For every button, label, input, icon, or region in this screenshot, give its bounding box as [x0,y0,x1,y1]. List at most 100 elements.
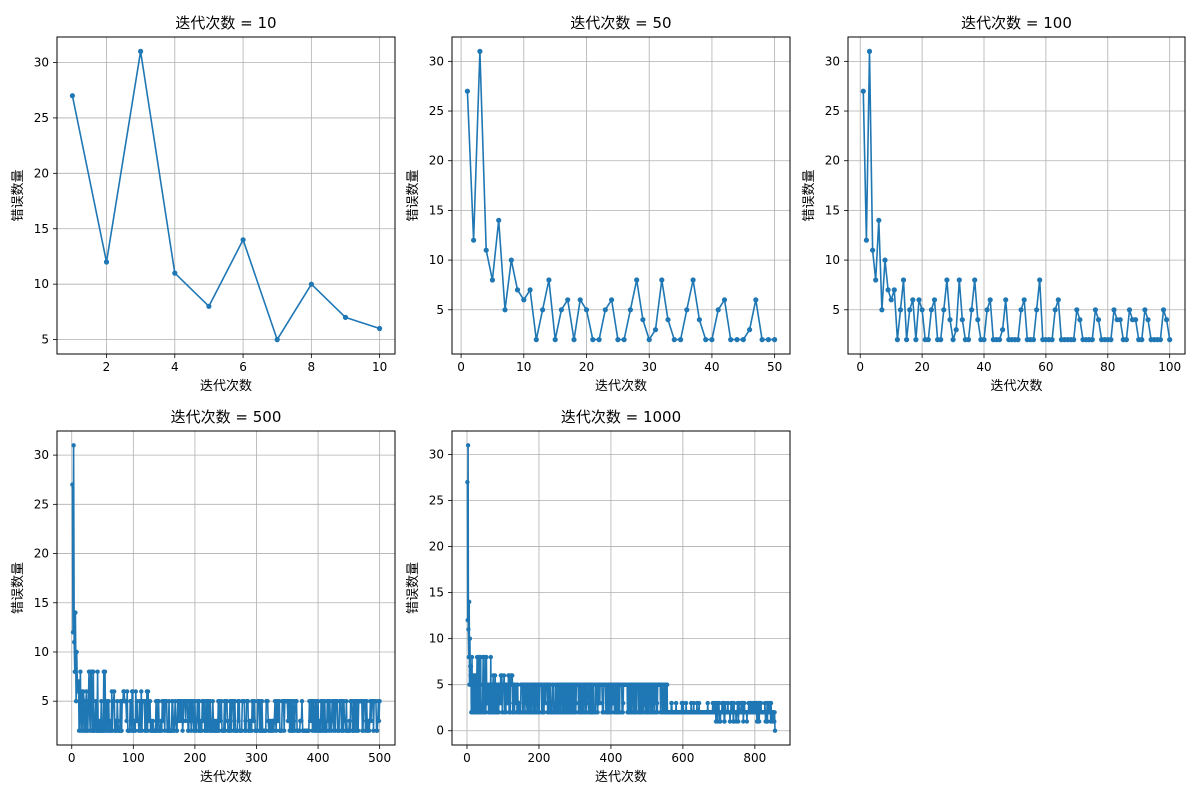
data-point [97,718,102,724]
data-point [475,691,480,697]
data-point [772,728,778,733]
data-point [73,699,79,704]
data-point [941,307,947,313]
y-axis-label: 错误数量 [406,562,421,614]
data-point [76,679,81,684]
data-point [521,297,527,303]
data-point [1157,337,1163,343]
plot-area-frame [56,36,396,355]
data-point [206,303,212,309]
data-point [576,700,582,706]
data-point [128,699,134,704]
data-point [747,327,753,333]
data-point [678,337,684,343]
data-point [663,700,668,706]
data-point [121,689,127,694]
y-tick-label: 10 [429,253,444,267]
x-tick-label: 400 [307,751,330,765]
data-point [916,297,922,303]
data-point [206,718,212,724]
x-tick-label: 600 [671,751,694,765]
data-point [1018,307,1024,313]
data-point [274,728,279,733]
data-point [364,699,369,704]
plot-area-frame [451,430,791,746]
data-point [621,700,626,706]
chart-panel-2: 0 10 20 30 40 50 5 10 15 20 25 30 迭代次数 = 50 迭代次数 错误数量 [406,14,791,394]
data-point [540,307,546,313]
plot-area-frame [847,36,1186,355]
data-point [368,718,374,724]
data-point [734,337,740,343]
x-axis-label: 迭代次数 [200,378,252,394]
data-point [201,718,206,724]
y-tick-label: 15 [429,203,444,217]
data-point [124,718,129,724]
y-tick-label: 5 [436,678,444,692]
data-point [112,689,117,694]
data-point [510,673,515,678]
data-point [492,673,498,678]
y-tick-label: 25 [34,111,49,125]
chart-title: 迭代次数 = 500 [171,408,282,426]
data-point [1030,337,1037,343]
x-tick-label: 200 [528,751,551,765]
x-tick-label: 20 [579,360,594,374]
data-point [240,237,246,243]
data-point [1167,337,1173,343]
data-point [150,718,156,724]
data-point [870,247,876,253]
y-tick-label: 5 [832,303,840,317]
data-point [225,718,230,724]
data-point [190,718,196,724]
data-point [765,719,770,724]
x-tick-label: 40 [976,360,991,374]
data-point [558,307,565,313]
data-point [1111,307,1117,313]
data-point [727,719,733,724]
data-point [541,710,547,715]
x-axis-label: 迭代次数 [990,378,1042,394]
y-tick-label: 10 [825,253,840,267]
x-tick-label: 300 [245,751,268,765]
data-point [765,337,772,343]
chart-panel-4: 0 100 200 300 400 500 5 10 15 20 25 30 迭代次数 = 500 迭代次… [11,408,396,785]
data-point [465,618,470,623]
data-point [888,297,894,303]
data-point [1117,317,1123,323]
data-point [218,718,223,724]
data-point [210,699,215,704]
data-point [111,699,116,704]
data-point [282,728,287,733]
data-point [259,699,265,704]
data-point [981,337,987,343]
data-point [910,297,916,303]
data-point [596,337,602,343]
data-point [71,443,76,448]
data-point [987,297,993,303]
x-tick-label: 6 [239,360,247,374]
data-point [508,257,514,263]
y-tick-label: 30 [34,55,49,69]
data-point [965,337,972,343]
data-point [913,337,919,343]
data-point [715,307,721,313]
x-tick-label: 100 [122,751,145,765]
data-point [477,48,483,55]
data-point [311,718,316,724]
data-point [224,699,230,704]
data-point [199,728,204,733]
data-point [133,728,138,733]
data-point [145,689,151,694]
data-point [173,718,178,724]
data-point [703,337,709,343]
data-point [996,337,1003,343]
data-point [468,664,474,669]
data-point [1055,297,1061,303]
data-point [1089,337,1095,343]
y-tick-label: 25 [825,104,840,118]
data-point [969,307,975,313]
data-point [1015,337,1021,343]
data-point [484,654,489,660]
x-tick-label: 0 [457,360,465,374]
